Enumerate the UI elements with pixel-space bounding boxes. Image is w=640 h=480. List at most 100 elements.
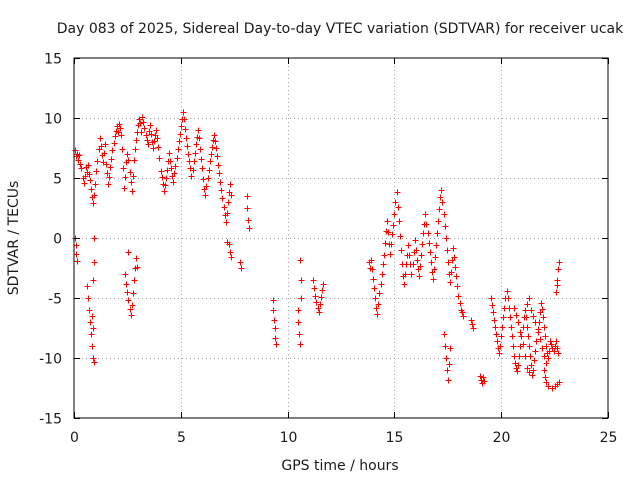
- data-point: [382, 240, 389, 247]
- x-tick-label: 20: [493, 430, 511, 446]
- data-point: [392, 199, 399, 206]
- data-point: [218, 187, 225, 194]
- data-point: [105, 181, 112, 188]
- data-point: [92, 181, 99, 188]
- data-point: [87, 177, 94, 184]
- data-point: [543, 379, 550, 386]
- data-point: [389, 231, 396, 238]
- data-point: [172, 163, 179, 170]
- data-point: [77, 161, 84, 168]
- data-point: [513, 312, 520, 319]
- data-point: [111, 140, 118, 147]
- data-point: [441, 331, 448, 338]
- data-point: [133, 255, 140, 262]
- data-point: [318, 294, 325, 301]
- data-point: [387, 251, 394, 258]
- data-point: [98, 143, 105, 150]
- data-point: [124, 289, 131, 296]
- data-point: [122, 271, 129, 278]
- data-point: [159, 174, 166, 181]
- data-point: [78, 165, 85, 172]
- data-point: [84, 283, 91, 290]
- data-point: [227, 181, 234, 188]
- data-point: [310, 277, 317, 284]
- data-point: [488, 295, 495, 302]
- data-point: [432, 254, 439, 261]
- data-point: [272, 325, 279, 332]
- axis-ticks: 0 5 10 15 20 25 -15 -10 -5 0 5 10 15: [39, 52, 617, 447]
- data-point: [509, 333, 516, 340]
- data-point: [448, 269, 455, 276]
- data-point: [103, 161, 110, 168]
- data-point: [185, 151, 192, 158]
- data-point: [532, 319, 539, 326]
- grid: [74, 58, 608, 418]
- data-point: [442, 343, 449, 350]
- data-point: [271, 317, 278, 324]
- data-point: [116, 121, 123, 128]
- data-point: [430, 276, 437, 283]
- data-point: [130, 290, 137, 297]
- data-point: [388, 241, 395, 248]
- data-point: [91, 359, 98, 366]
- data-point: [542, 374, 549, 381]
- data-point: [317, 301, 324, 308]
- data-point: [441, 211, 448, 218]
- data-point: [470, 325, 477, 332]
- data-point: [451, 254, 458, 261]
- data-point: [507, 314, 514, 321]
- data-point: [437, 194, 444, 201]
- data-point: [81, 180, 88, 187]
- data-point: [372, 295, 379, 302]
- data-point: [176, 138, 183, 145]
- data-point: [371, 285, 378, 292]
- data-point: [405, 242, 412, 249]
- data-point: [369, 266, 376, 273]
- data-point: [498, 333, 505, 340]
- data-point: [445, 259, 452, 266]
- data-point: [205, 175, 212, 182]
- data-point: [167, 158, 174, 165]
- data-point: [414, 257, 421, 264]
- data-point: [215, 162, 222, 169]
- y-tick-label: 5: [53, 172, 62, 188]
- data-point: [127, 306, 134, 313]
- data-point: [125, 297, 132, 304]
- data-point: [554, 345, 561, 352]
- data-point: [147, 122, 154, 129]
- data-point: [76, 152, 83, 159]
- data-point: [532, 348, 539, 355]
- data-point: [190, 167, 197, 174]
- data-point: [453, 273, 460, 280]
- data-point: [455, 293, 462, 300]
- data-point: [212, 138, 219, 145]
- data-point: [497, 343, 504, 350]
- x-tick-label: 10: [280, 430, 298, 446]
- data-point: [480, 374, 487, 381]
- data-point: [193, 141, 200, 148]
- data-point: [540, 314, 547, 321]
- data-point: [198, 156, 205, 163]
- data-point: [402, 271, 409, 278]
- data-point: [191, 158, 198, 165]
- data-point: [425, 230, 432, 237]
- data-point: [138, 129, 145, 136]
- data-point: [108, 156, 115, 163]
- data-point: [102, 141, 109, 148]
- data-point: [370, 276, 377, 283]
- data-point: [125, 157, 132, 164]
- data-point: [174, 155, 181, 162]
- y-tick-label: 15: [44, 52, 62, 68]
- data-point: [244, 205, 251, 212]
- data-point: [435, 218, 442, 225]
- data-point: [493, 331, 500, 338]
- data-point: [523, 314, 530, 321]
- data-point: [510, 343, 517, 350]
- data-point: [88, 186, 95, 193]
- data-point: [85, 295, 92, 302]
- data-point: [170, 179, 177, 186]
- data-point: [101, 150, 108, 157]
- data-point: [216, 170, 223, 177]
- data-point: [91, 235, 98, 242]
- data-point: [555, 266, 562, 273]
